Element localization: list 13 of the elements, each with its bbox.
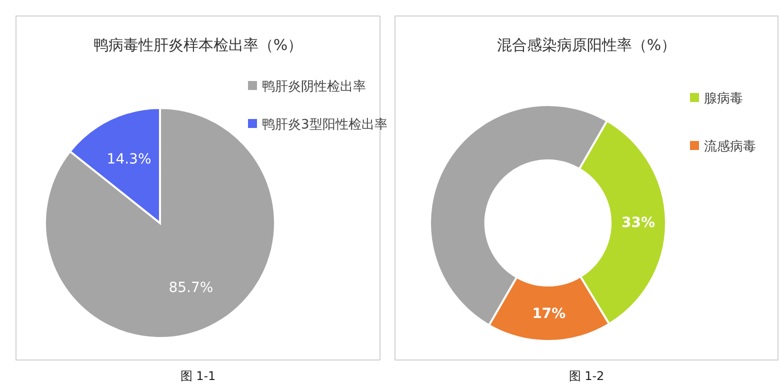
legend-label: 腺病毒 <box>704 92 743 107</box>
legend-label: 流感病毒 <box>704 138 756 155</box>
chart-title: 混合感染病原阳性率（%） <box>496 36 676 54</box>
caption: 图 1-1 <box>180 369 216 383</box>
legend-label: 鸭肝炎3型阳性检出率 <box>262 116 388 133</box>
caption: 图 1-2 <box>568 369 604 383</box>
chart-title: 鸭病毒性肝炎样本检出率（%） <box>93 36 303 54</box>
data-label: 17% <box>532 306 566 322</box>
legend-label: 鸭肝炎阴性检出率 <box>262 78 366 95</box>
data-label: 85.7% <box>168 280 214 296</box>
data-label: 14.3% <box>106 152 152 168</box>
data-label: 33% <box>622 214 656 231</box>
pie-slice <box>44 107 276 339</box>
